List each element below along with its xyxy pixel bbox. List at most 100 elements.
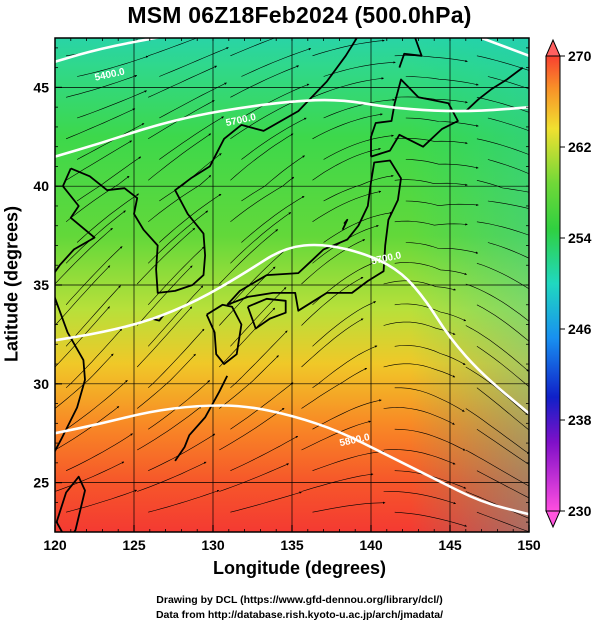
streamline: [55, 353, 114, 409]
streamline: [230, 176, 295, 223]
streamline: [159, 82, 227, 119]
colorbar-bottom-triangle: [545, 510, 561, 529]
x-tick-label: 140: [359, 537, 383, 553]
streamline: [405, 117, 479, 127]
streamline: [136, 265, 193, 326]
streamline: [65, 175, 130, 223]
streamline: [465, 283, 529, 324]
streamline: [465, 449, 529, 487]
streamline: [65, 433, 133, 471]
streamline: [383, 449, 456, 465]
credit-drawing: Drawing by DCL (https://www.gfd-dennou.o…: [156, 594, 443, 606]
streamline: [487, 76, 529, 90]
streamline: [230, 330, 288, 389]
streamline: [476, 180, 529, 193]
streamline: [137, 353, 196, 409]
streamline: [55, 461, 125, 492]
streamline: [241, 195, 305, 243]
streamline: [230, 491, 302, 513]
streamline: [405, 200, 479, 207]
coastlines: [55, 38, 524, 532]
streamline: [147, 246, 205, 306]
streamline: [77, 55, 149, 77]
streamline: [394, 179, 468, 186]
streamline: [323, 211, 393, 243]
x-tick-label: 150: [517, 537, 541, 553]
streamline: [230, 65, 300, 98]
streamline: [147, 328, 205, 389]
streamline: [476, 97, 529, 113]
streamline: [476, 55, 529, 71]
coastline: [55, 168, 96, 453]
coastline: [465, 66, 524, 112]
streamline: [230, 38, 276, 57]
streamline: [312, 301, 377, 347]
streamline: [312, 77, 384, 98]
streamline: [476, 304, 529, 342]
colorbar-tick-label: 270: [568, 48, 592, 64]
streamline: [487, 117, 529, 132]
streamline: [55, 227, 113, 285]
coastline: [70, 38, 358, 294]
streamline: [65, 140, 133, 181]
chart-title: MSM 06Z18Feb2024 (500.0hPa): [127, 2, 472, 28]
coastline: [370, 78, 459, 158]
streamline: [394, 96, 468, 104]
colorbar-top-triangle: [545, 38, 561, 57]
streamline: [394, 428, 466, 451]
streamline: [487, 159, 529, 175]
streamline: [148, 38, 198, 57]
streamline: [137, 461, 207, 492]
coastline: [246, 297, 287, 330]
streamline: [312, 450, 384, 471]
streamline: [136, 227, 196, 285]
streamline: [323, 134, 394, 160]
credit-data: Data from http://database.rish.kyoto-u.a…: [155, 609, 444, 621]
streamline: [476, 511, 529, 532]
streamline: [383, 363, 456, 378]
x-axis-label: Longitude (degrees): [212, 558, 386, 578]
colorbar-gradient: [545, 55, 561, 512]
streamline: [241, 83, 310, 119]
streamline: [301, 473, 374, 492]
streamline: [476, 263, 529, 290]
streamline: [405, 76, 479, 86]
contour-line: [55, 404, 529, 516]
streamline: [301, 367, 368, 409]
colorbar-tick-label: 238: [568, 412, 592, 428]
streamline: [147, 285, 204, 347]
streamline: [405, 242, 479, 254]
streamline: [219, 407, 285, 451]
streamline: [148, 489, 220, 513]
streamline: [312, 113, 383, 140]
streamline: [65, 108, 136, 140]
streamline: [65, 379, 128, 430]
streamline: [465, 325, 529, 372]
streamline: [465, 408, 529, 455]
colorbar: 270 262 254 246 238 230: [545, 38, 592, 529]
coastline: [205, 303, 243, 365]
streamline: [76, 193, 139, 243]
colorbar-tick-label: 254: [568, 230, 592, 246]
streamline: [77, 90, 147, 119]
colorbar-tick-label: 246: [568, 321, 592, 337]
y-tick-label: 35: [33, 277, 49, 293]
streamline: [76, 156, 142, 202]
streamline: [394, 511, 467, 527]
coastline: [174, 375, 229, 462]
streamline: [476, 428, 529, 465]
streamline: [394, 55, 468, 63]
streamline: [487, 200, 529, 209]
streamline: [487, 242, 529, 259]
grid-lines: [55, 38, 529, 532]
streamline: [405, 159, 479, 169]
streamline: [394, 345, 466, 365]
streamline: [65, 210, 126, 264]
streamline: [148, 65, 218, 98]
streamline: [230, 100, 297, 140]
streamline: [312, 39, 385, 57]
streamline: [230, 382, 294, 430]
colorbar-ticks: 270 262 254 246 238 230: [560, 48, 592, 519]
streamline: [230, 133, 294, 181]
x-tick-label: 125: [122, 537, 146, 553]
